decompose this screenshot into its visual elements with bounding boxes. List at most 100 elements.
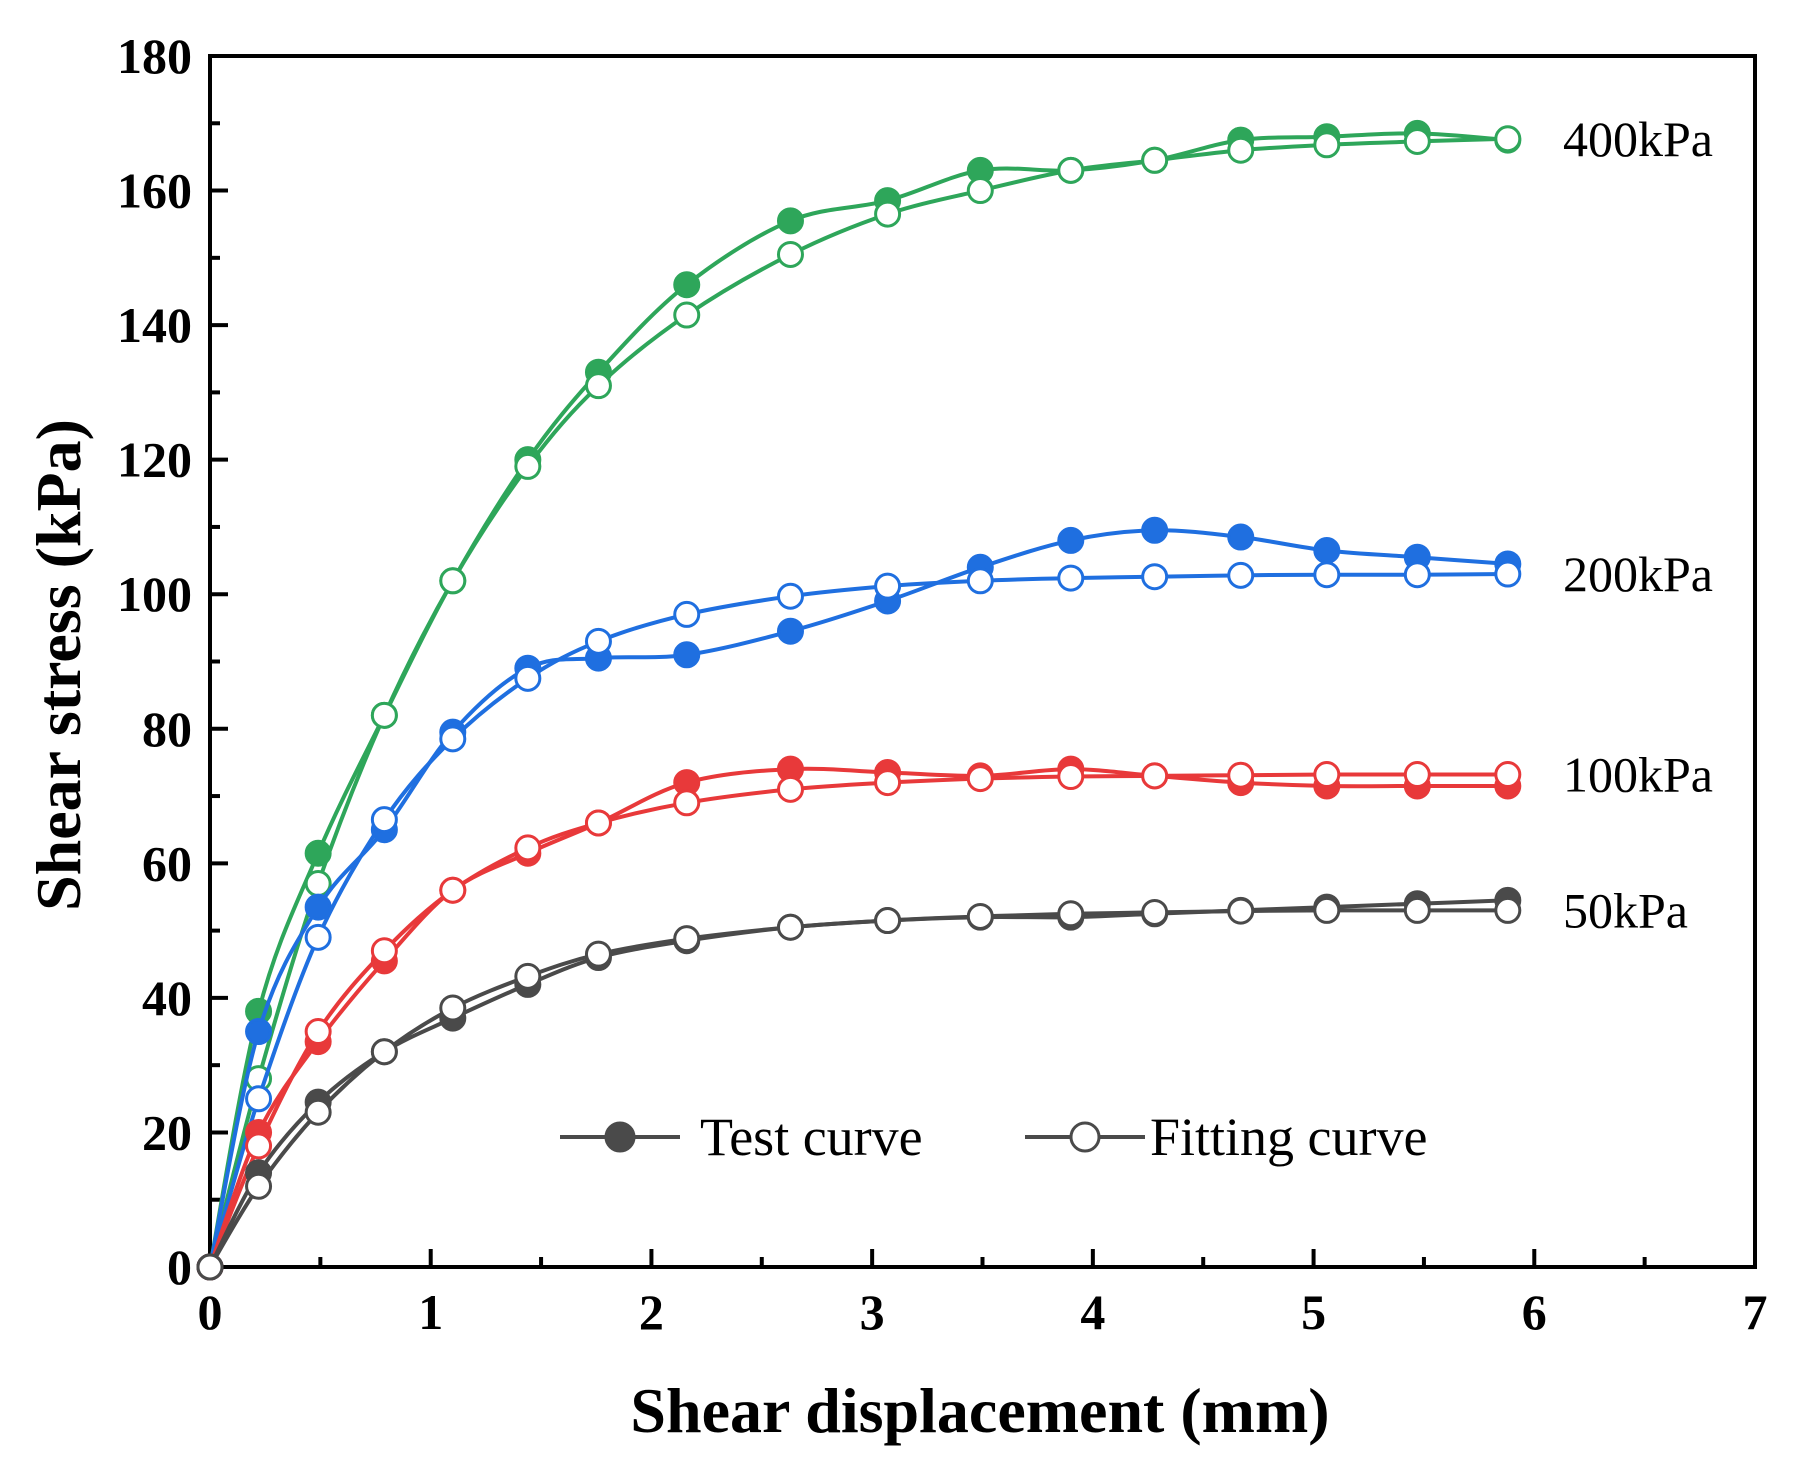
y-tick-label: 100 [117,566,192,622]
series-group-400kpa [196,119,1522,1281]
fitting-point [304,1018,332,1046]
fitting-curve-line-50kpa [208,908,1508,1269]
fitting-curve-line-400kpa [208,136,1508,1268]
fitting-point [1313,561,1341,589]
y-tick-label: 140 [117,297,192,353]
fitting-point [1494,896,1522,924]
series-labels-layer: 400kPa 200kPa 100kPa 50kPa [1563,111,1713,939]
fitting-point [1227,136,1255,164]
test-point [776,617,804,645]
y-tick-label: 60 [142,835,192,891]
fitting-point [1141,563,1169,591]
fitting-point [370,701,398,729]
fitting-point [1403,561,1431,589]
series-group-100kpa [196,755,1522,1281]
fitting-point [304,923,332,951]
y-tick-label: 20 [142,1104,192,1160]
x-axis-title: Shear displacement (mm) [630,1375,1329,1446]
fitting-point [514,962,542,990]
test-point [673,271,701,299]
test-point [1313,536,1341,564]
fitting-point [245,1172,273,1200]
axes-layer: 0 1 2 3 4 5 6 7 0 20 40 60 80 100 120 140 160 180 [117,28,1768,1340]
fitting-point [370,1038,398,1066]
legend-label: Test curve [700,1107,923,1167]
test-point [1227,523,1255,551]
fitting-point [1227,561,1255,589]
fitting-point [1057,564,1085,592]
y-axis-title: Shear stress (kPa) [23,419,94,911]
fitting-point [1141,762,1169,790]
series-group-200kpa [196,516,1522,1281]
test-curve-line-50kpa [208,898,1508,1268]
legend-item-test-curve: Test curve [560,1107,923,1167]
series-label-200kpa: 200kPa [1563,546,1713,602]
fitting-point [1057,763,1085,791]
series-label-100kpa: 100kPa [1563,747,1713,803]
fitting-point [245,1132,273,1160]
fitting-curve-line-100kpa [208,772,1508,1268]
fitting-point [1313,761,1341,789]
x-tick-label: 6 [1522,1284,1547,1340]
fitting-point [1403,896,1431,924]
fitting-point [874,200,902,228]
fitting-point [584,372,612,400]
fitting-point [966,567,994,595]
fitting-point [439,725,467,753]
test-curve-line-400kpa [208,131,1508,1268]
legend-marker [1069,1121,1101,1153]
fitting-point [584,809,612,837]
fitting-point [776,775,804,803]
fitting-point [673,925,701,953]
fitting-point [776,582,804,610]
fitting-point [439,994,467,1022]
test-curve-line-100kpa [208,766,1508,1268]
fitting-point [776,913,804,941]
x-tick-label: 2 [639,1284,664,1340]
series-label-400kpa: 400kPa [1563,111,1713,167]
test-point [673,641,701,669]
fitting-point [673,789,701,817]
test-point [1141,516,1169,544]
legend-label: Fitting curve [1150,1107,1427,1167]
fitting-point [966,177,994,205]
fitting-point [1141,146,1169,174]
fitting-point [514,664,542,692]
y-tick-label: 180 [117,28,192,84]
test-point [776,207,804,235]
x-tick-label: 7 [1743,1284,1768,1340]
fitting-point [1313,896,1341,924]
fitting-point [1403,761,1431,789]
fitting-point [514,452,542,480]
fitting-point [1227,761,1255,789]
legend-item-fitting-curve: Fitting curve [1025,1107,1427,1167]
y-tick-label: 160 [117,163,192,219]
fitting-point [196,1253,224,1281]
fitting-point [874,769,902,797]
test-point [304,893,332,921]
fitting-point [1494,761,1522,789]
fitting-point [584,940,612,968]
x-tick-label: 0 [198,1284,223,1340]
x-tick-label: 4 [1080,1284,1105,1340]
fitting-point [1403,127,1431,155]
fitting-point [1494,560,1522,588]
x-tick-label: 3 [860,1284,885,1340]
fitting-point [1057,156,1085,184]
plot-frame [208,54,1757,1269]
legend: Test curve Fitting curve [560,1107,1427,1167]
fitting-point [370,937,398,965]
test-point [304,839,332,867]
y-tick-label: 120 [117,432,192,488]
fitting-point [966,902,994,930]
test-point [245,1018,273,1046]
test-point [1057,526,1085,554]
fitting-point [245,1085,273,1113]
fitting-point [673,600,701,628]
y-tick-label: 40 [142,970,192,1026]
x-tick-label: 1 [418,1284,443,1340]
fitting-point [1227,897,1255,925]
x-tick-label: 5 [1301,1284,1326,1340]
fitting-point [1141,898,1169,926]
